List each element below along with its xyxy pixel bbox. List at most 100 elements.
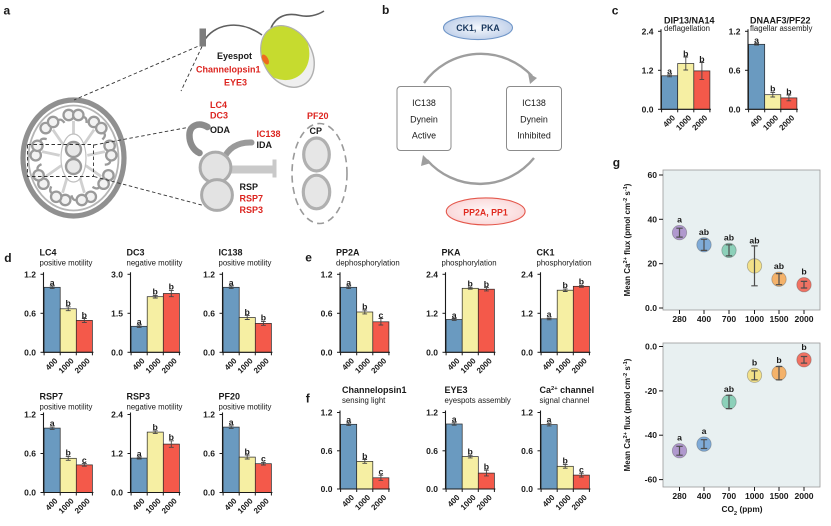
svg-text:a: a bbox=[547, 415, 552, 425]
svg-text:1.2: 1.2 bbox=[203, 410, 215, 420]
svg-text:ab: ab bbox=[724, 384, 734, 394]
svg-text:b: b bbox=[752, 357, 757, 367]
svg-text:b: b bbox=[153, 422, 158, 432]
svg-text:b: b bbox=[579, 277, 584, 287]
svg-text:c: c bbox=[612, 3, 619, 17]
svg-text:b: b bbox=[261, 313, 266, 323]
svg-text:LC4: LC4 bbox=[210, 100, 227, 110]
svg-text:40: 40 bbox=[647, 214, 657, 224]
svg-text:c: c bbox=[579, 465, 584, 475]
svg-text:0.0: 0.0 bbox=[203, 347, 215, 357]
svg-text:b: b bbox=[66, 448, 71, 458]
svg-text:IC138: IC138 bbox=[522, 98, 546, 108]
svg-text:PP2A: PP2A bbox=[336, 247, 360, 257]
svg-text:deflagellation: deflagellation bbox=[664, 24, 710, 33]
svg-text:1.2: 1.2 bbox=[642, 65, 654, 75]
svg-text:RSP3: RSP3 bbox=[127, 392, 151, 402]
svg-text:Dynein: Dynein bbox=[520, 114, 548, 124]
svg-text:phosphorylation: phosphorylation bbox=[442, 258, 497, 267]
svg-text:0.0: 0.0 bbox=[24, 488, 36, 498]
svg-text:280: 280 bbox=[672, 314, 687, 324]
svg-text:a: a bbox=[137, 448, 142, 458]
svg-text:phosphorylation: phosphorylation bbox=[537, 258, 592, 267]
svg-text:positive motility: positive motility bbox=[40, 258, 93, 267]
svg-text:b: b bbox=[699, 54, 704, 64]
svg-text:0.0: 0.0 bbox=[203, 488, 215, 498]
svg-text:1.2: 1.2 bbox=[426, 308, 438, 318]
svg-text:1.2: 1.2 bbox=[521, 308, 533, 318]
svg-text:c: c bbox=[261, 454, 266, 464]
svg-text:2.4: 2.4 bbox=[111, 410, 123, 420]
svg-text:PF20: PF20 bbox=[307, 111, 329, 121]
svg-text:b: b bbox=[484, 462, 489, 472]
svg-text:0.0: 0.0 bbox=[729, 104, 741, 114]
svg-text:c: c bbox=[378, 467, 383, 477]
svg-text:a: a bbox=[229, 417, 234, 427]
svg-text:Active: Active bbox=[412, 131, 436, 141]
svg-text:b: b bbox=[382, 3, 389, 17]
svg-text:2.4: 2.4 bbox=[642, 26, 654, 36]
svg-text:a: a bbox=[667, 66, 672, 76]
svg-text:1.5: 1.5 bbox=[111, 308, 123, 318]
svg-text:b: b bbox=[82, 310, 87, 320]
svg-text:IC138: IC138 bbox=[412, 98, 436, 108]
svg-text:1.2: 1.2 bbox=[729, 26, 741, 36]
svg-text:sensing light: sensing light bbox=[342, 396, 386, 405]
svg-text:b: b bbox=[776, 355, 781, 365]
svg-text:400: 400 bbox=[697, 314, 712, 324]
svg-text:0.6: 0.6 bbox=[729, 65, 741, 75]
svg-text:a: a bbox=[702, 426, 707, 436]
svg-text:negative motility: negative motility bbox=[127, 258, 183, 267]
svg-text:400: 400 bbox=[697, 491, 712, 501]
svg-text:DIP13/NA14: DIP13/NA14 bbox=[664, 15, 715, 25]
svg-text:b: b bbox=[362, 451, 367, 461]
svg-text:1.2: 1.2 bbox=[203, 269, 215, 279]
svg-text:IC138: IC138 bbox=[219, 247, 243, 257]
svg-text:1.2: 1.2 bbox=[321, 269, 333, 279]
svg-text:Inhibited: Inhibited bbox=[517, 131, 551, 141]
svg-text:DC3: DC3 bbox=[210, 111, 228, 121]
svg-text:2.4: 2.4 bbox=[426, 269, 438, 279]
svg-text:700: 700 bbox=[722, 491, 737, 501]
svg-text:0.0: 0.0 bbox=[645, 342, 657, 352]
svg-text:1.2: 1.2 bbox=[24, 410, 36, 420]
svg-text:positive motility: positive motility bbox=[219, 403, 272, 412]
svg-text:2000: 2000 bbox=[794, 491, 813, 501]
svg-text:0.6: 0.6 bbox=[203, 308, 215, 318]
svg-text:DNAAF3/PF22: DNAAF3/PF22 bbox=[750, 15, 811, 25]
svg-text:a: a bbox=[346, 277, 351, 287]
svg-text:0.6: 0.6 bbox=[321, 446, 333, 456]
svg-text:b: b bbox=[563, 456, 568, 466]
svg-text:b: b bbox=[245, 446, 250, 456]
svg-text:DC3: DC3 bbox=[127, 247, 145, 257]
svg-text:b: b bbox=[362, 301, 367, 311]
svg-text:negative motility: negative motility bbox=[127, 403, 183, 412]
svg-text:2000: 2000 bbox=[794, 314, 813, 324]
svg-text:b: b bbox=[786, 86, 791, 96]
svg-text:c: c bbox=[82, 455, 87, 465]
svg-text:1.2: 1.2 bbox=[111, 449, 123, 459]
svg-text:-40: -40 bbox=[645, 430, 658, 440]
svg-text:Channelopsin1: Channelopsin1 bbox=[196, 65, 261, 75]
svg-text:b: b bbox=[66, 298, 71, 308]
svg-text:CK1: CK1 bbox=[537, 247, 555, 257]
svg-text:Channelopsin1: Channelopsin1 bbox=[342, 385, 407, 395]
svg-text:1500: 1500 bbox=[769, 491, 788, 501]
svg-text:280: 280 bbox=[672, 491, 687, 501]
svg-text:d: d bbox=[4, 251, 11, 265]
svg-text:a: a bbox=[547, 309, 552, 319]
svg-text:RSP7: RSP7 bbox=[40, 392, 64, 402]
svg-text:EYE3: EYE3 bbox=[224, 78, 247, 88]
svg-text:1000: 1000 bbox=[745, 314, 764, 324]
svg-text:CP: CP bbox=[310, 126, 323, 136]
svg-text:f: f bbox=[306, 392, 311, 406]
svg-text:dephosphorylation: dephosphorylation bbox=[336, 258, 400, 267]
svg-text:b: b bbox=[801, 342, 806, 352]
svg-text:RSP7: RSP7 bbox=[240, 194, 264, 204]
svg-text:b: b bbox=[683, 48, 688, 58]
svg-text:0.0: 0.0 bbox=[24, 347, 36, 357]
svg-text:a: a bbox=[677, 433, 682, 443]
svg-text:0.6: 0.6 bbox=[24, 449, 36, 459]
svg-text:b: b bbox=[484, 279, 489, 289]
svg-text:Dynein: Dynein bbox=[410, 114, 438, 124]
